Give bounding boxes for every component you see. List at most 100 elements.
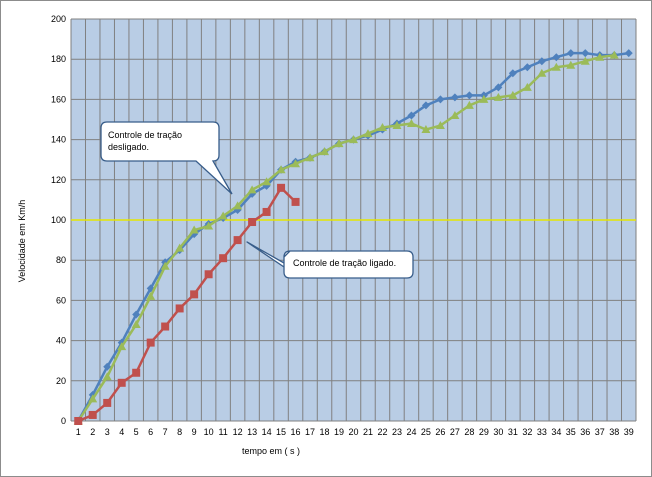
y-tick-label: 180	[51, 54, 66, 64]
data-point-triangle	[450, 110, 460, 119]
x-tick-label: 2	[90, 427, 95, 437]
data-point-diamond	[450, 93, 459, 102]
x-tick-label: 15	[276, 427, 286, 437]
data-point-triangle	[320, 147, 330, 156]
y-tick-label: 60	[56, 295, 66, 305]
data-point-triangle	[392, 121, 402, 130]
data-point-triangle	[305, 153, 315, 162]
series-group	[73, 49, 633, 425]
data-point-square	[190, 290, 199, 299]
data-point-diamond	[465, 91, 474, 100]
x-tick-label: 31	[508, 427, 518, 437]
data-point-square	[248, 218, 257, 227]
x-tick-label: 5	[134, 427, 139, 437]
data-point-triangle	[146, 291, 156, 300]
data-point-square	[262, 207, 271, 216]
x-tick-label: 28	[464, 427, 474, 437]
x-tick-label: 22	[377, 427, 387, 437]
data-point-triangle	[131, 320, 141, 329]
data-point-triangle	[421, 125, 431, 134]
x-tick-label: 34	[551, 427, 561, 437]
x-tick-label: 27	[450, 427, 460, 437]
x-tick-label: 38	[609, 427, 619, 437]
data-point-diamond	[537, 57, 546, 66]
data-point-triangle	[276, 165, 286, 174]
x-tick-label: 26	[435, 427, 445, 437]
x-tick-label: 13	[247, 427, 257, 437]
data-point-diamond	[552, 53, 561, 62]
x-tick-label: 36	[580, 427, 590, 437]
data-point-diamond	[566, 49, 575, 58]
data-point-diamond	[132, 310, 141, 319]
x-tick-label: 7	[163, 427, 168, 437]
x-tick-label: 19	[334, 427, 344, 437]
data-point-diamond	[523, 63, 532, 72]
data-point-square	[132, 368, 141, 377]
callout-off-bubble	[100, 121, 233, 195]
data-point-diamond	[508, 69, 517, 78]
y-axis-title: Velocidade em Km/h	[17, 200, 27, 283]
callout-traction-off: Controle de tração desligado.	[100, 121, 233, 195]
data-point-triangle	[349, 135, 358, 144]
data-point-triangle	[406, 119, 416, 128]
x-tick-label: 10	[204, 427, 214, 437]
data-point-triangle	[479, 94, 489, 103]
data-point-triangle	[160, 261, 170, 270]
data-point-triangle	[117, 342, 127, 351]
data-point-triangle	[334, 139, 344, 148]
x-tick-label: 9	[192, 427, 197, 437]
data-point-triangle	[233, 201, 243, 210]
y-tick-label: 20	[56, 376, 66, 386]
x-tick-label: 3	[105, 427, 110, 437]
x-tick-label: 11	[218, 427, 227, 437]
data-point-square	[291, 197, 300, 206]
data-point-square	[146, 338, 155, 347]
x-axis-ticks: 1 2 3 4 5 6 7 8 9 10 11 12 13 14 15 16 17 18 19 20 21 22 23 24 2…	[76, 427, 634, 437]
data-point-diamond	[421, 101, 430, 110]
x-tick-label: 32	[522, 427, 532, 437]
x-tick-label: 30	[493, 427, 503, 437]
callout-on-bubble	[246, 241, 414, 279]
x-tick-label: 8	[177, 427, 182, 437]
data-point-triangle	[175, 243, 185, 252]
data-point-square	[161, 322, 170, 331]
x-tick-label: 29	[479, 427, 489, 437]
x-tick-label: 17	[305, 427, 315, 437]
y-tick-label: 120	[51, 175, 66, 185]
x-tick-label: 23	[392, 427, 402, 437]
y-tick-label: 140	[51, 135, 66, 145]
callout-off-line1: Controle de tração	[108, 130, 182, 140]
data-point-square	[117, 378, 126, 387]
data-point-square	[219, 254, 228, 263]
data-point-square	[233, 236, 242, 245]
callout-traction-on: Controle de tração ligado.	[246, 241, 414, 279]
y-tick-label: 160	[51, 94, 66, 104]
y-tick-label: 200	[51, 14, 66, 24]
y-tick-label: 40	[56, 336, 66, 346]
data-point-triangle	[537, 68, 547, 77]
data-point-triangle	[291, 159, 301, 168]
data-point-square	[88, 410, 97, 419]
callout-on-line1: Controle de tração ligado.	[293, 258, 396, 268]
x-tick-label: 25	[421, 427, 431, 437]
data-point-triangle	[580, 56, 590, 65]
data-point-diamond	[407, 111, 416, 120]
data-point-triangle	[262, 177, 272, 186]
data-point-square	[74, 417, 83, 425]
series-triangle	[73, 50, 619, 425]
y-tick-label: 80	[56, 255, 66, 265]
x-tick-label: 39	[624, 427, 634, 437]
x-tick-label: 21	[363, 427, 373, 437]
data-point-triangle	[595, 52, 605, 61]
x-tick-label: 24	[406, 427, 416, 437]
data-point-triangle	[218, 211, 228, 220]
data-point-triangle	[88, 394, 98, 403]
x-tick-label: 37	[595, 427, 605, 437]
data-point-triangle	[247, 185, 257, 194]
data-point-triangle	[102, 372, 112, 381]
x-tick-label: 14	[262, 427, 272, 437]
x-tick-label: 16	[291, 427, 301, 437]
data-point-triangle	[493, 92, 503, 101]
data-point-triangle	[522, 82, 532, 91]
